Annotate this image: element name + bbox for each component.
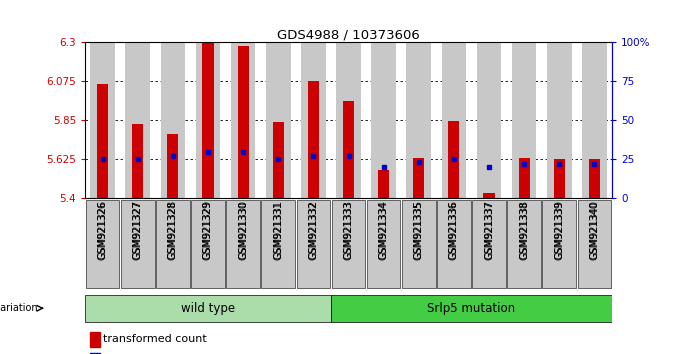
- Bar: [582, 42, 607, 198]
- FancyBboxPatch shape: [437, 200, 471, 289]
- Bar: [231, 42, 256, 198]
- Bar: [301, 42, 326, 198]
- Text: GSM921333: GSM921333: [343, 200, 354, 259]
- Text: GSM921330: GSM921330: [238, 200, 248, 259]
- Text: GSM921329: GSM921329: [203, 201, 213, 260]
- Bar: [308, 81, 319, 198]
- Title: GDS4988 / 10373606: GDS4988 / 10373606: [277, 28, 420, 41]
- Bar: [90, 42, 115, 198]
- FancyBboxPatch shape: [332, 200, 365, 289]
- Text: transformed count: transformed count: [103, 334, 207, 344]
- Text: GSM921331: GSM921331: [273, 201, 284, 260]
- Bar: [589, 159, 600, 198]
- Text: genotype/variation: genotype/variation: [0, 303, 38, 313]
- Bar: [413, 159, 424, 198]
- Bar: [97, 84, 108, 198]
- Bar: [196, 42, 220, 198]
- Text: GSM921338: GSM921338: [519, 201, 529, 260]
- FancyBboxPatch shape: [191, 200, 225, 289]
- FancyBboxPatch shape: [85, 295, 331, 322]
- Text: GSM921335: GSM921335: [413, 201, 424, 260]
- Text: GSM921334: GSM921334: [379, 201, 389, 260]
- Text: GSM921326: GSM921326: [97, 200, 107, 259]
- Bar: [90, 332, 100, 347]
- Text: GSM921336: GSM921336: [449, 200, 459, 259]
- FancyBboxPatch shape: [331, 295, 612, 322]
- FancyBboxPatch shape: [507, 200, 541, 289]
- Bar: [160, 42, 185, 198]
- Text: GSM921337: GSM921337: [484, 201, 494, 260]
- Text: GSM921336: GSM921336: [449, 201, 459, 260]
- Bar: [266, 42, 290, 198]
- Text: GSM921327: GSM921327: [133, 200, 143, 259]
- Bar: [343, 101, 354, 198]
- Bar: [448, 121, 460, 198]
- FancyBboxPatch shape: [543, 200, 576, 289]
- FancyBboxPatch shape: [367, 200, 401, 289]
- FancyBboxPatch shape: [156, 200, 190, 289]
- FancyBboxPatch shape: [577, 200, 611, 289]
- FancyBboxPatch shape: [402, 200, 436, 289]
- Text: GSM921332: GSM921332: [308, 201, 318, 260]
- Text: GSM921340: GSM921340: [590, 200, 600, 259]
- Bar: [203, 42, 214, 198]
- Bar: [378, 170, 389, 198]
- Text: GSM921339: GSM921339: [554, 200, 564, 259]
- FancyBboxPatch shape: [472, 200, 506, 289]
- Bar: [273, 122, 284, 198]
- Text: wild type: wild type: [181, 302, 235, 315]
- Text: GSM921337: GSM921337: [484, 200, 494, 259]
- Text: GSM921331: GSM921331: [273, 200, 284, 259]
- Bar: [483, 193, 494, 198]
- Text: GSM921333: GSM921333: [343, 201, 354, 260]
- Bar: [512, 42, 537, 198]
- Bar: [167, 134, 178, 198]
- Bar: [519, 159, 530, 198]
- Bar: [371, 42, 396, 198]
- Bar: [441, 42, 466, 198]
- Text: GSM921332: GSM921332: [308, 200, 318, 259]
- Text: GSM921329: GSM921329: [203, 200, 213, 259]
- Text: GSM921335: GSM921335: [413, 200, 424, 259]
- Text: GSM921334: GSM921334: [379, 200, 389, 259]
- Bar: [477, 42, 501, 198]
- Bar: [132, 124, 143, 198]
- Bar: [125, 42, 150, 198]
- Text: GSM921326: GSM921326: [97, 201, 107, 260]
- FancyBboxPatch shape: [226, 200, 260, 289]
- FancyBboxPatch shape: [86, 200, 120, 289]
- Text: GSM921338: GSM921338: [519, 200, 529, 259]
- FancyBboxPatch shape: [261, 200, 295, 289]
- Bar: [407, 42, 431, 198]
- Bar: [90, 353, 100, 354]
- FancyBboxPatch shape: [296, 200, 330, 289]
- Text: GSM921328: GSM921328: [168, 200, 178, 259]
- Text: GSM921330: GSM921330: [238, 201, 248, 260]
- Bar: [547, 42, 572, 198]
- Text: GSM921328: GSM921328: [168, 201, 178, 260]
- Bar: [237, 46, 249, 198]
- FancyBboxPatch shape: [121, 200, 154, 289]
- Text: GSM921340: GSM921340: [590, 201, 600, 260]
- Text: Srlp5 mutation: Srlp5 mutation: [428, 302, 515, 315]
- Bar: [554, 159, 565, 198]
- Text: GSM921339: GSM921339: [554, 201, 564, 260]
- Text: GSM921327: GSM921327: [133, 201, 143, 260]
- Bar: [336, 42, 361, 198]
